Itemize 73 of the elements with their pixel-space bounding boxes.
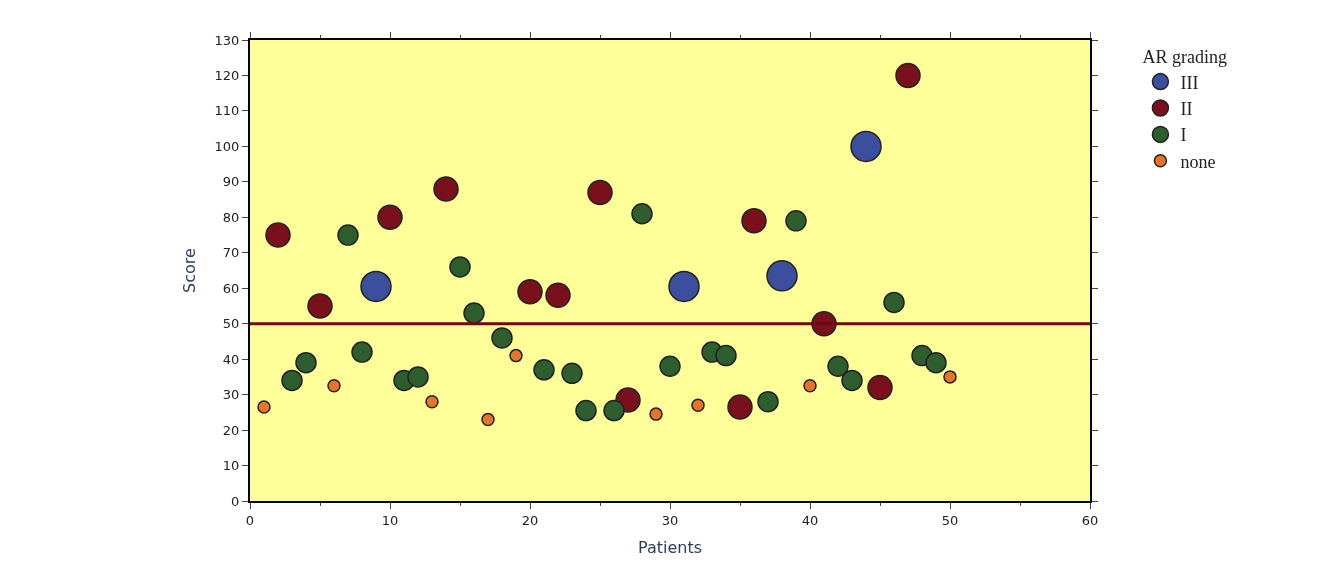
point — [883, 291, 905, 314]
point — [766, 260, 798, 292]
legend-label: III — [1180, 72, 1199, 93]
point — [491, 327, 513, 349]
point — [545, 282, 571, 309]
point — [603, 399, 625, 422]
point — [533, 359, 555, 381]
y-tick-label: 90 — [222, 174, 240, 190]
x-tick-label: 50 — [941, 512, 959, 528]
y-tick-label: 10 — [222, 458, 240, 474]
y-tick-label: 30 — [222, 387, 240, 403]
point — [517, 279, 543, 305]
y-tick-label: 110 — [214, 103, 240, 119]
point — [337, 224, 359, 246]
point — [425, 394, 439, 409]
y-tick-label: 80 — [222, 209, 240, 225]
point — [433, 176, 459, 202]
x-tick-label: 60 — [1081, 512, 1099, 528]
point — [463, 302, 485, 324]
y-tick-label: 100 — [214, 138, 240, 154]
point — [668, 270, 700, 303]
point — [659, 355, 681, 377]
legend-title: AR grading — [1142, 47, 1227, 68]
x-tick-label: 40 — [801, 512, 819, 528]
x-axis-title: Patients — [637, 537, 703, 557]
point — [360, 270, 392, 303]
point — [925, 351, 947, 374]
y-tick-label: 120 — [214, 68, 240, 84]
point — [741, 208, 767, 234]
point — [509, 348, 523, 363]
x-tick-label: 20 — [521, 512, 539, 528]
point — [803, 379, 817, 393]
point — [943, 370, 957, 384]
point — [691, 398, 705, 412]
point — [785, 210, 807, 232]
legend-label: II — [1180, 99, 1193, 120]
point — [327, 379, 341, 393]
point — [407, 366, 429, 388]
x-tick-label: 10 — [381, 512, 399, 528]
point — [449, 256, 471, 278]
point — [575, 399, 597, 422]
point — [561, 362, 583, 385]
point — [649, 407, 663, 421]
point — [727, 394, 753, 420]
point — [895, 62, 921, 89]
y-tick-label: 40 — [222, 351, 240, 367]
x-tick-label: 0 — [245, 512, 255, 528]
point — [827, 355, 849, 377]
y-tick-label: 50 — [222, 316, 240, 332]
y-tick-label: 0 — [231, 493, 240, 509]
y-axis-title: Score — [179, 248, 199, 293]
point — [757, 390, 779, 413]
point — [587, 179, 613, 206]
y-tick-label: 20 — [222, 422, 240, 438]
point — [481, 412, 495, 427]
point — [631, 203, 653, 225]
legend-label: I — [1180, 125, 1187, 146]
point — [265, 222, 291, 248]
point — [377, 204, 403, 231]
y-tick-label: 60 — [222, 280, 240, 296]
legend-label: none — [1180, 151, 1216, 172]
point — [281, 369, 303, 392]
point — [715, 344, 737, 367]
point — [841, 369, 863, 392]
point — [850, 130, 882, 163]
x-tick-label: 30 — [661, 512, 679, 528]
point — [867, 374, 893, 401]
point — [307, 293, 333, 319]
point — [351, 341, 373, 363]
point — [257, 400, 271, 414]
point — [295, 351, 317, 374]
y-tick-label: 70 — [222, 245, 240, 261]
y-tick-label: 130 — [214, 32, 240, 48]
